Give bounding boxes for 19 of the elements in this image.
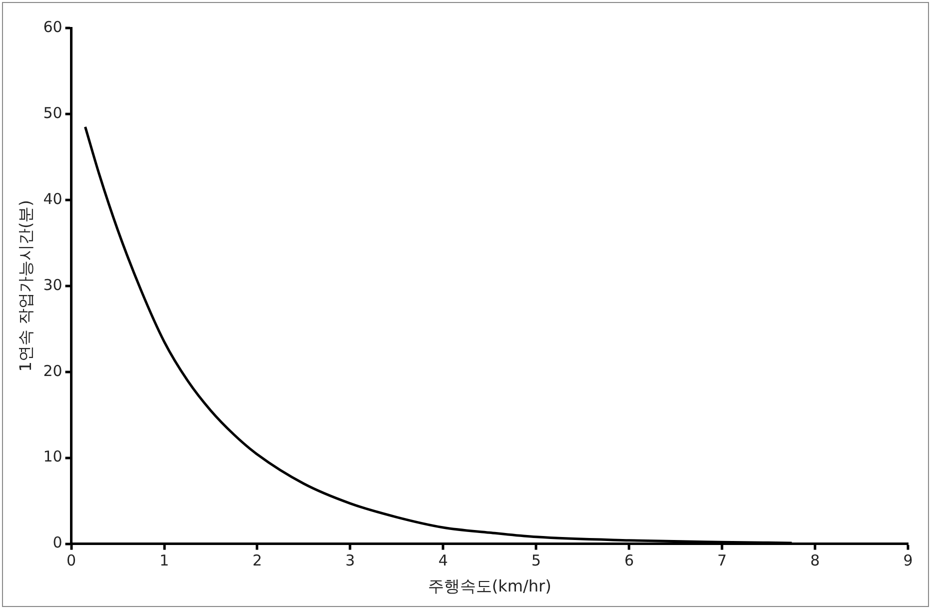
x-tick-label: 7 (717, 552, 727, 570)
y-tick-label: 40 (43, 190, 62, 208)
x-tick-label: 5 (531, 552, 541, 570)
y-tick-label: 50 (43, 104, 62, 122)
x-axis-title: 주행속도(km/hr) (428, 576, 552, 596)
x-tick-label: 6 (624, 552, 634, 570)
y-tick-label: 60 (43, 18, 62, 36)
x-tick-label: 9 (903, 552, 913, 570)
y-tick-label: 30 (43, 276, 62, 294)
x-tick-label: 4 (438, 552, 448, 570)
x-tick-label: 8 (810, 552, 820, 570)
y-tick-label: 20 (43, 362, 62, 380)
y-tick-label: 0 (52, 534, 62, 552)
y-axis-title: 1연속 작업가능시간(분) (16, 200, 35, 372)
y-tick-label: 10 (43, 448, 62, 466)
x-tick-label: 0 (66, 552, 76, 570)
x-tick-label: 3 (345, 552, 355, 570)
x-tick-label: 1 (159, 552, 170, 570)
x-tick-label: 2 (252, 552, 262, 570)
